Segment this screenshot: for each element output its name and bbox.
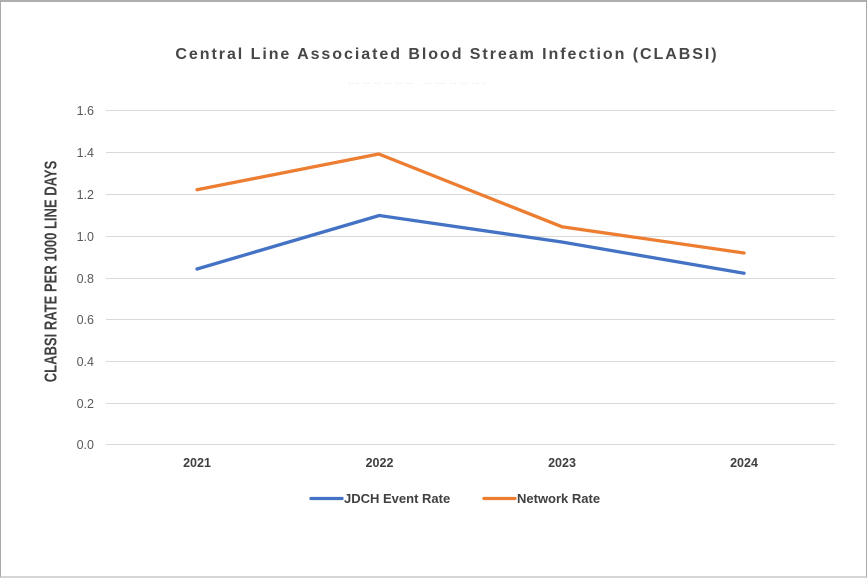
svg-text:0.8: 0.8 xyxy=(77,272,94,286)
svg-text:CLABSI RATE PER 1000 LINE DAYS: CLABSI RATE PER 1000 LINE DAYS xyxy=(42,161,61,383)
svg-text:JDCH Event Rate: JDCH Event Rate xyxy=(344,491,450,506)
svg-text:2021: 2021 xyxy=(183,456,211,470)
svg-text:1.6: 1.6 xyxy=(77,104,94,118)
svg-text:1.4: 1.4 xyxy=(77,146,94,160)
svg-text:0.2: 0.2 xyxy=(77,397,94,411)
svg-text:Network Rate: Network Rate xyxy=(517,491,600,506)
svg-text:1.0: 1.0 xyxy=(77,230,94,244)
svg-text:--- -- -- -- -- -- . -- --- --: --- -- -- -- -- -- . -- --- -- -- -- - xyxy=(348,78,486,89)
svg-text:0.6: 0.6 xyxy=(77,313,94,327)
svg-text:2022: 2022 xyxy=(366,456,394,470)
svg-text:1.2: 1.2 xyxy=(77,188,94,202)
svg-text:2023: 2023 xyxy=(548,456,576,470)
svg-text:0.4: 0.4 xyxy=(77,355,94,369)
svg-text:0.0: 0.0 xyxy=(77,438,94,452)
svg-text:Central Line Associated Blood: Central Line Associated Blood Stream Inf… xyxy=(175,46,718,63)
svg-text:2024: 2024 xyxy=(730,456,758,470)
